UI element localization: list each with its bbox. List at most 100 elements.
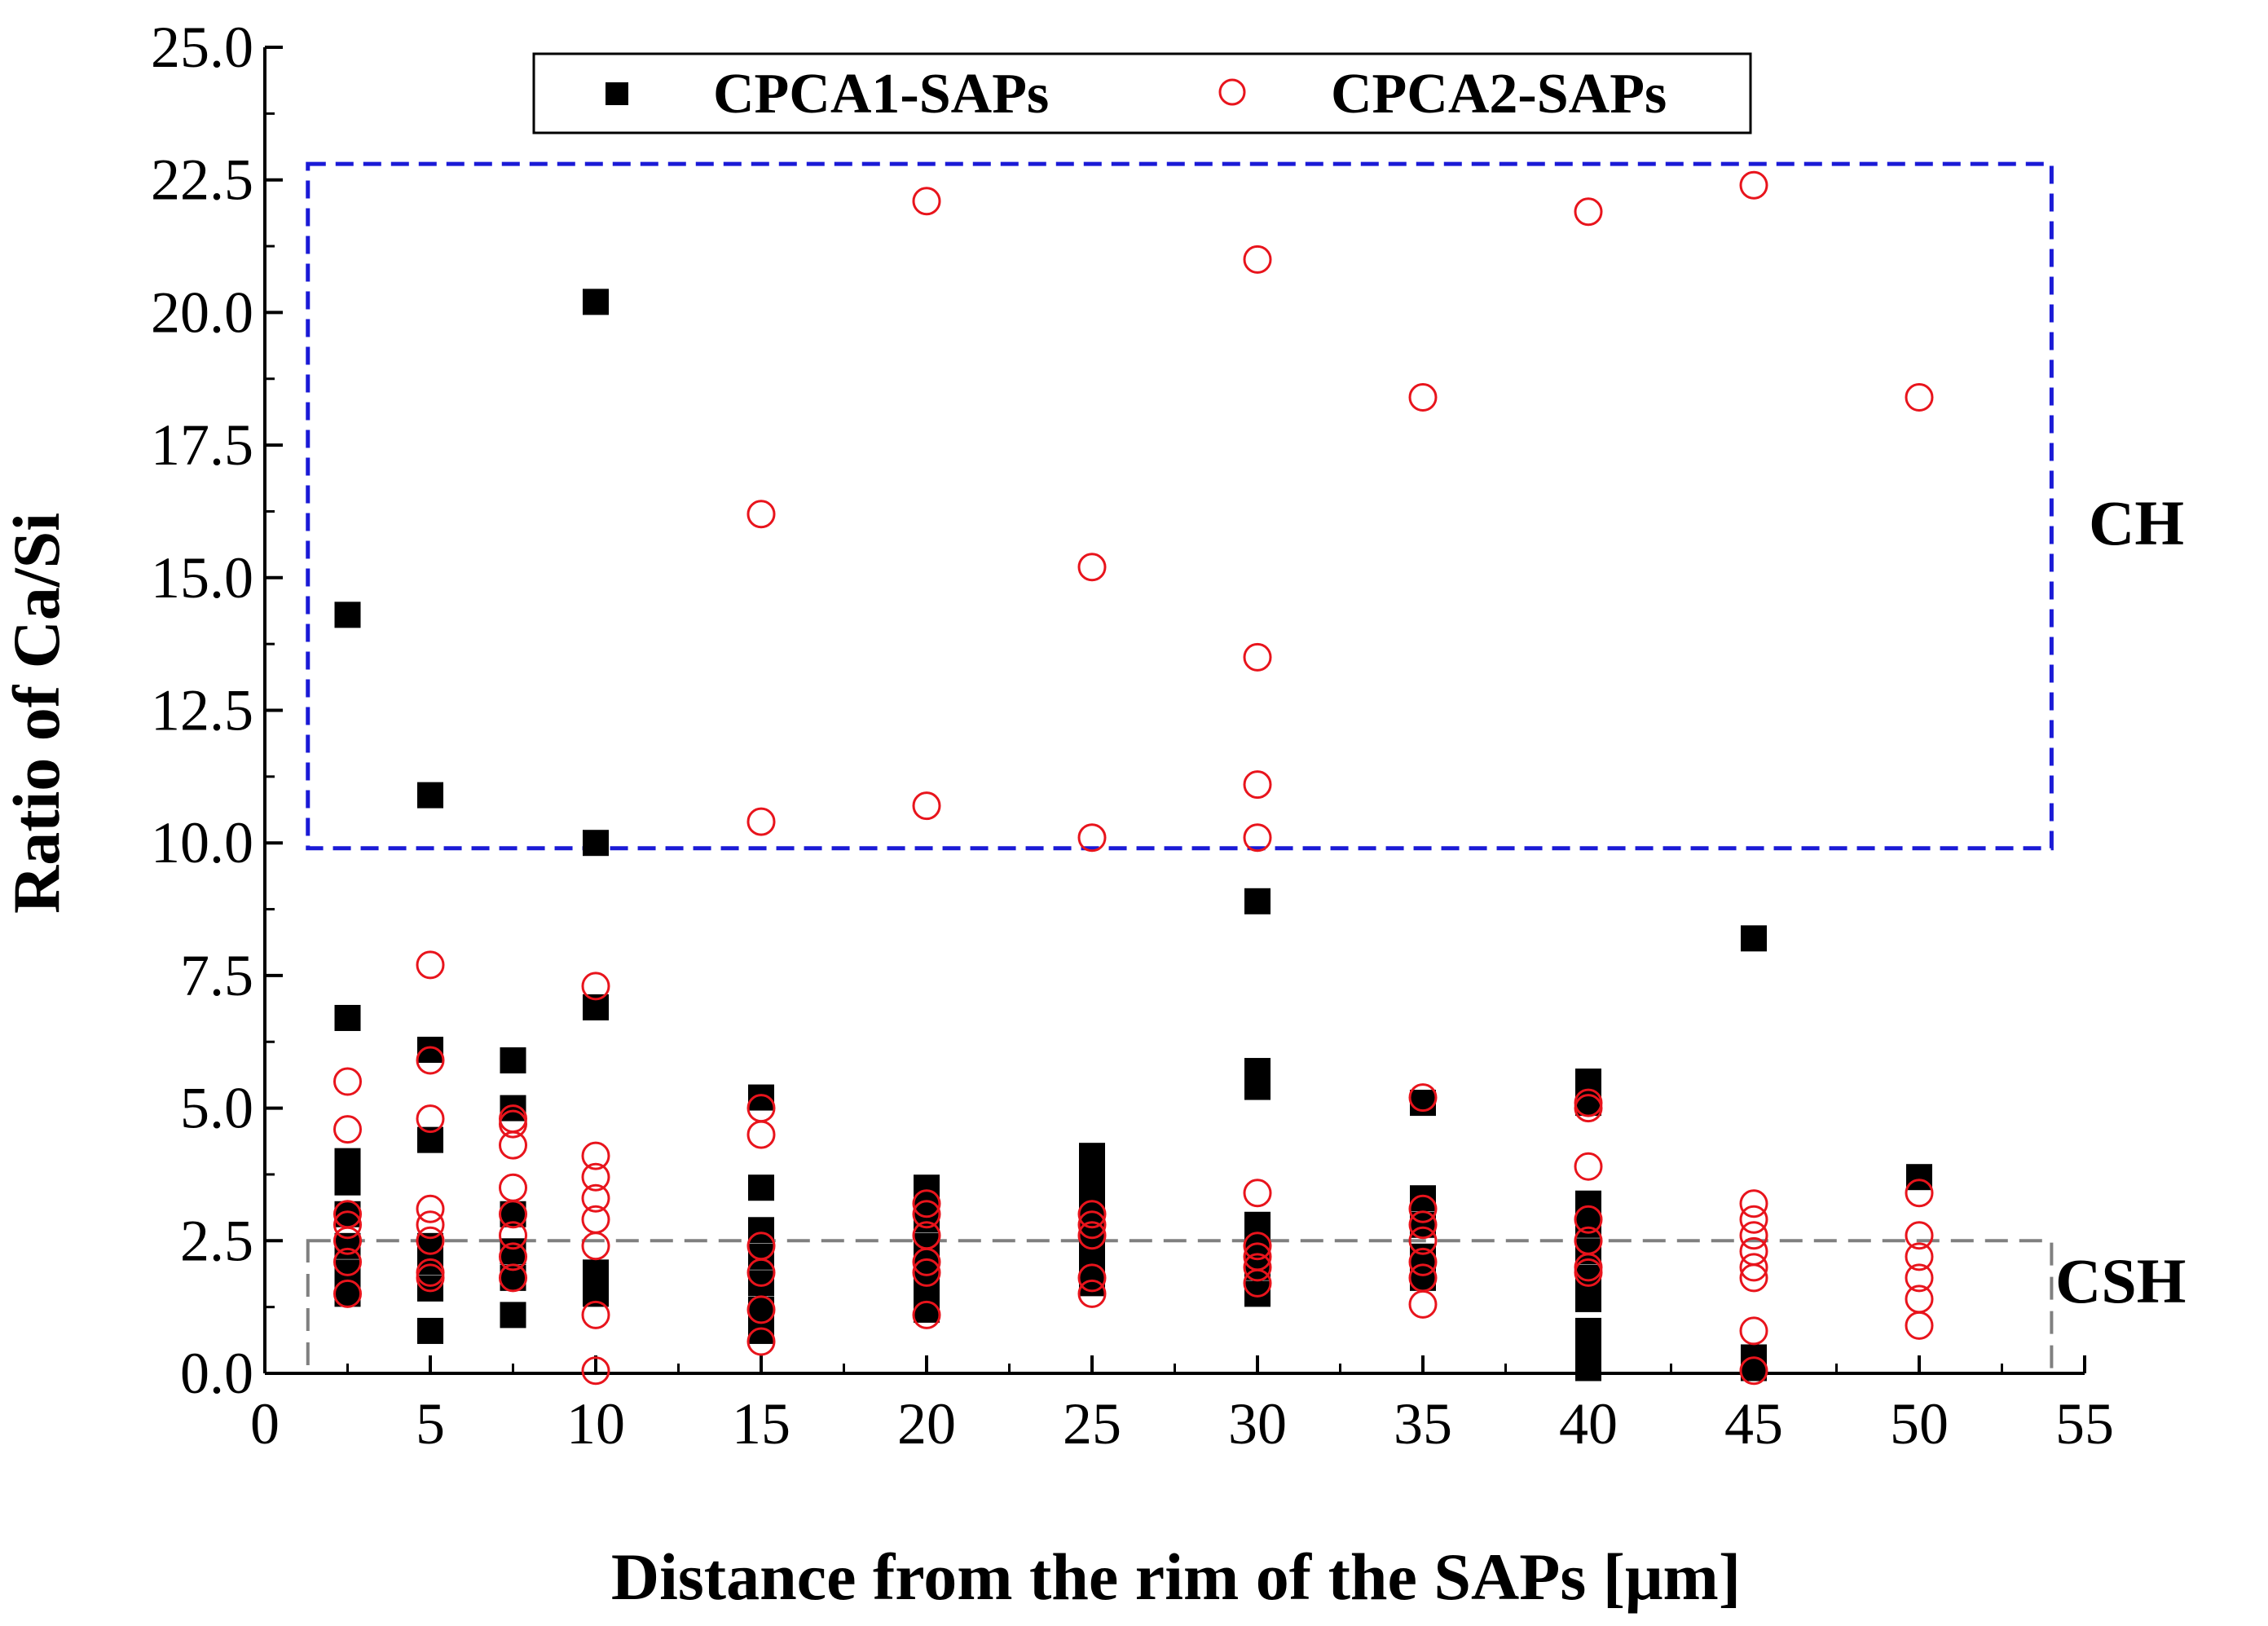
x-tick-label: 0 (250, 1391, 280, 1456)
data-point-square (1741, 1355, 1767, 1381)
data-point-circle (416, 1194, 445, 1223)
y-tick-label: 25.0 (151, 15, 253, 80)
x-tick-label: 35 (1394, 1391, 1452, 1456)
data-point-circle (1077, 823, 1107, 853)
legend-box (532, 52, 1752, 134)
data-point-circle (1408, 1247, 1438, 1276)
data-point-circle (1077, 1200, 1107, 1229)
data-point-circle (1739, 1263, 1768, 1293)
y-tick-label: 17.5 (151, 412, 253, 478)
data-point-square (1244, 1073, 1271, 1100)
data-point-square (334, 1004, 361, 1031)
x-axis-title: Distance from the rim of the SAPs [μm] (611, 1540, 1741, 1614)
x-tick-label: 30 (1228, 1391, 1287, 1456)
data-point-circle (746, 1327, 776, 1356)
data-point-circle (416, 1210, 445, 1240)
y-tick-label: 15.0 (151, 545, 253, 610)
data-point-square (748, 1174, 774, 1201)
data-point-circle (416, 950, 445, 980)
data-point-circle (1574, 197, 1603, 227)
data-point-circle (1905, 1242, 1934, 1271)
y-tick-label: 2.5 (180, 1208, 253, 1273)
data-point-circle (1574, 1258, 1603, 1287)
data-point-circle (1243, 642, 1272, 672)
axes-layer: 0 5 10 15 20 25 30 35 40 45 50 55 0.0 2.5 5.0 7.5 10.0 12… (151, 15, 2114, 1456)
data-point-circle (499, 1200, 527, 1229)
data-point-circle (912, 1189, 941, 1218)
data-point-square (417, 1317, 443, 1344)
data-point-circle (746, 1120, 776, 1149)
data-point-circle (333, 1115, 362, 1144)
legend: CPCA1-SAPs CPCA2-SAPs (532, 52, 1752, 134)
data-point-circle (1739, 1205, 1768, 1234)
data-point-circle (912, 1258, 941, 1287)
x-tick-label: 45 (1724, 1391, 1783, 1456)
data-point-circle (581, 1162, 610, 1192)
legend-marker-cpca1-square (606, 82, 628, 105)
y-tick-label: 10.0 (151, 810, 253, 875)
data-points-layer (333, 170, 1934, 1386)
data-point-circle (499, 1221, 527, 1250)
y-tick-label: 12.5 (151, 678, 253, 743)
data-point-circle (581, 1356, 610, 1386)
data-point-circle (581, 972, 610, 1001)
x-tick-label: 50 (1890, 1391, 1949, 1456)
data-point-circle (416, 1263, 445, 1293)
data-point-square (914, 1296, 940, 1323)
data-point-circle (1243, 770, 1272, 800)
data-point-circle (416, 1046, 445, 1075)
data-point-circle (581, 1141, 610, 1170)
y-tick-label: 7.5 (180, 943, 253, 1008)
data-point-circle (746, 1258, 776, 1287)
data-point-square (1575, 1285, 1601, 1312)
data-point-circle (416, 1104, 445, 1134)
data-point-circle (499, 1130, 527, 1160)
data-point-circle (1905, 1263, 1934, 1293)
data-point-circle (581, 1300, 610, 1329)
data-point-square (334, 601, 361, 628)
data-point-square (500, 1302, 526, 1329)
data-point-circle (1905, 1179, 1934, 1208)
data-point-circle (1077, 1263, 1107, 1293)
data-point-circle (333, 1247, 362, 1276)
data-point-circle (1905, 1221, 1934, 1250)
data-point-square (1741, 925, 1767, 952)
data-point-circle (333, 1210, 362, 1240)
data-point-circle (1574, 1205, 1603, 1234)
data-point-square (500, 1047, 526, 1074)
x-tick-label: 25 (1063, 1391, 1121, 1456)
region-box-ch (306, 161, 2054, 851)
data-point-circle (1574, 1152, 1603, 1181)
data-point-circle (912, 187, 941, 216)
data-point-circle (333, 1067, 362, 1096)
data-point-circle (1408, 383, 1438, 412)
data-point-circle (1905, 383, 1934, 412)
y-tick-label: 5.0 (180, 1076, 253, 1141)
legend-label-cpca2: CPCA2-SAPs (1331, 63, 1667, 126)
y-axis-title: Ratio of Ca/Si (0, 513, 73, 914)
data-point-circle (912, 1247, 941, 1276)
data-point-square (583, 830, 609, 857)
data-point-circle (1077, 553, 1107, 582)
series-cpca2-saps (333, 170, 1934, 1386)
y-tick-label: 0.0 (180, 1341, 253, 1406)
data-point-circle (1243, 1179, 1272, 1208)
data-point-circle (912, 1200, 941, 1229)
data-point-circle (1243, 245, 1272, 274)
data-point-circle (1739, 1189, 1768, 1218)
data-point-circle (499, 1242, 527, 1271)
x-tick-label: 5 (416, 1391, 445, 1456)
data-point-circle (416, 1226, 445, 1255)
data-point-circle (1408, 1194, 1438, 1223)
x-tick-label: 55 (2055, 1391, 2114, 1456)
region-label-csh: CSH (2055, 1245, 2186, 1316)
data-point-circle (499, 1109, 527, 1139)
data-point-circle (1077, 1210, 1107, 1240)
legend-label-cpca1: CPCA1-SAPs (713, 63, 1049, 126)
data-point-circle (746, 500, 776, 529)
data-point-circle (1408, 1083, 1438, 1113)
data-point-square (1906, 1164, 1932, 1191)
data-point-circle (1739, 170, 1768, 200)
